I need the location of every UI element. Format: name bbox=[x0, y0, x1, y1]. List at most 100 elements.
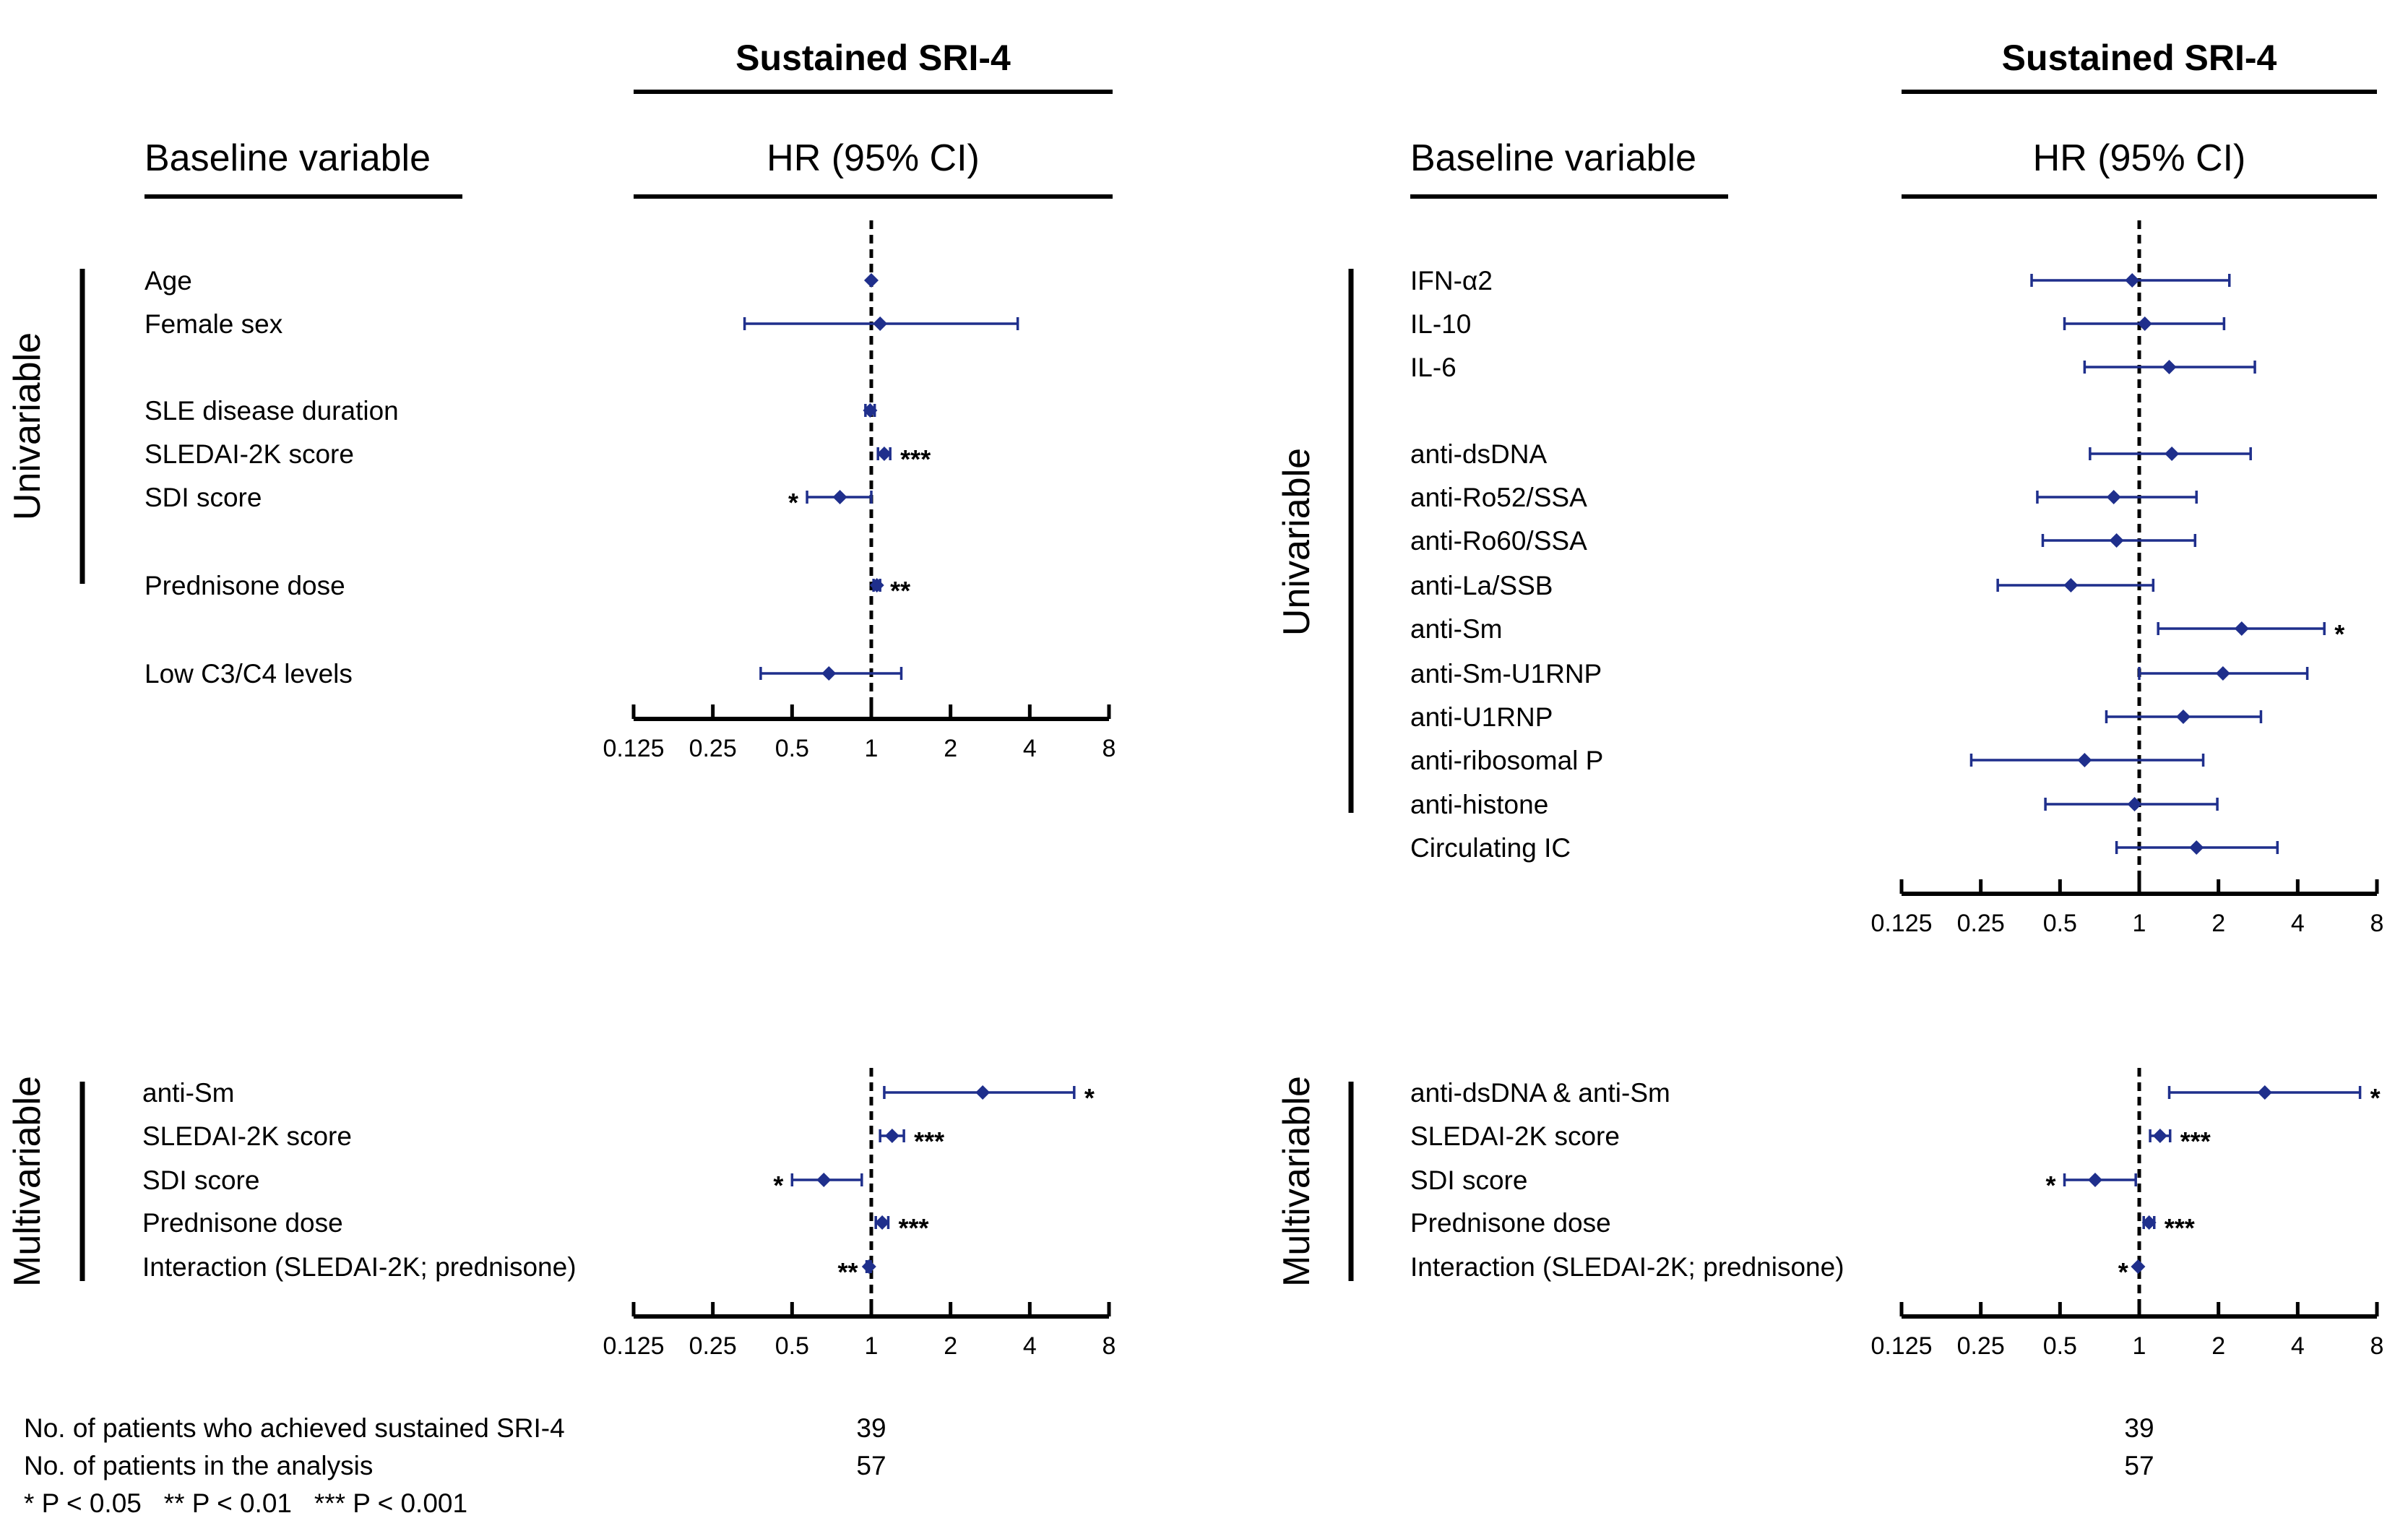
x-tick-label: 4 bbox=[1023, 1332, 1037, 1360]
x-tick-label: 1 bbox=[2133, 1332, 2146, 1360]
hr-point-marker bbox=[975, 1085, 991, 1100]
footer-total-label: No. of patients in the analysis bbox=[24, 1451, 373, 1480]
variable-label: anti-dsDNA & anti-Sm bbox=[1410, 1078, 1670, 1108]
x-tick-label: 2 bbox=[944, 1332, 957, 1360]
hr-point-marker bbox=[2175, 710, 2191, 724]
count-achieved: 39 bbox=[856, 1413, 886, 1443]
x-tick-label: 0.5 bbox=[775, 1332, 809, 1360]
significance-marker: *** bbox=[2180, 1126, 2211, 1156]
x-tick-label: 0.125 bbox=[603, 735, 664, 762]
count-total: 57 bbox=[2124, 1451, 2154, 1480]
variable-label: Age bbox=[144, 266, 192, 296]
significance-marker: *** bbox=[914, 1126, 944, 1156]
x-tick-label: 4 bbox=[1023, 735, 1037, 762]
variable-label: Low C3/C4 levels bbox=[144, 659, 353, 689]
panel-title: Sustained SRI-4 bbox=[735, 38, 1011, 78]
x-tick-label: 4 bbox=[2291, 1332, 2305, 1360]
x-tick-label: 0.125 bbox=[1870, 1332, 1932, 1360]
x-tick-label: 0.5 bbox=[2043, 1332, 2077, 1360]
count-achieved: 39 bbox=[2124, 1413, 2154, 1443]
group-label: Univariable bbox=[7, 332, 48, 520]
significance-marker: * bbox=[1084, 1083, 1095, 1113]
variable-label: SLE disease duration bbox=[144, 396, 399, 426]
footer-significance-note: * P < 0.05 ** P < 0.01 *** P < 0.001 bbox=[24, 1488, 467, 1518]
x-tick-label: 2 bbox=[2211, 1332, 2225, 1360]
significance-marker: * bbox=[2046, 1171, 2056, 1200]
variable-label: anti-Ro60/SSA bbox=[1410, 526, 1587, 556]
baseline-variable-header: Baseline variable bbox=[144, 137, 431, 179]
variable-label: anti-Sm bbox=[142, 1078, 234, 1108]
variable-label: anti-histone bbox=[1410, 790, 1548, 819]
x-tick-label: 0.125 bbox=[603, 1332, 664, 1360]
group-label: Univariable bbox=[1276, 448, 1318, 636]
x-tick-label: 0.25 bbox=[1957, 1332, 2005, 1360]
variable-label: anti-ribosomal P bbox=[1410, 746, 1603, 775]
variable-label: SDI score bbox=[144, 483, 262, 512]
hr-point-marker bbox=[863, 403, 878, 418]
x-tick-label: 0.125 bbox=[1870, 910, 1932, 937]
hr-point-marker bbox=[2125, 273, 2140, 288]
hr-point-marker bbox=[821, 666, 837, 681]
hr-point-marker bbox=[884, 1129, 899, 1143]
x-tick-label: 0.25 bbox=[689, 735, 737, 762]
hr-point-marker bbox=[2106, 490, 2121, 504]
x-tick-label: 0.25 bbox=[689, 1332, 737, 1360]
significance-marker: * bbox=[2334, 619, 2344, 649]
hr-point-marker bbox=[2165, 447, 2180, 461]
hr-point-marker bbox=[816, 1173, 832, 1187]
variable-label: IL-6 bbox=[1410, 353, 1457, 382]
x-tick-label: 0.5 bbox=[2043, 910, 2077, 937]
significance-marker: *** bbox=[2165, 1213, 2195, 1243]
hr-point-marker bbox=[2087, 1173, 2102, 1187]
variable-label: IFN-α2 bbox=[1410, 266, 1493, 296]
variable-label: anti-Sm bbox=[1410, 614, 1502, 644]
variable-label: anti-La/SSB bbox=[1410, 571, 1553, 600]
hr-point-marker bbox=[2109, 533, 2124, 548]
significance-marker: *** bbox=[898, 1213, 928, 1243]
x-tick-label: 2 bbox=[2211, 910, 2225, 937]
x-tick-label: 1 bbox=[2133, 910, 2146, 937]
count-total: 57 bbox=[856, 1451, 886, 1480]
variable-label: SDI score bbox=[1410, 1165, 1527, 1195]
variable-label: anti-U1RNP bbox=[1410, 702, 1553, 732]
significance-marker: ** bbox=[838, 1257, 858, 1287]
hr-point-marker bbox=[2152, 1129, 2167, 1143]
panel-title: Sustained SRI-4 bbox=[2002, 38, 2277, 78]
x-tick-label: 1 bbox=[865, 1332, 879, 1360]
significance-marker: * bbox=[788, 488, 798, 517]
variable-label: Prednisone dose bbox=[142, 1208, 343, 1238]
x-tick-label: 1 bbox=[865, 735, 879, 762]
hr-point-marker bbox=[832, 490, 847, 504]
hr-point-marker bbox=[875, 1215, 890, 1230]
hr-point-marker bbox=[873, 316, 888, 331]
hr-point-marker bbox=[876, 447, 892, 461]
variable-label: SLEDAI-2K score bbox=[144, 439, 354, 469]
variable-label: anti-Ro52/SSA bbox=[1410, 483, 1587, 512]
variable-label: Interaction (SLEDAI-2K; prednisone) bbox=[1410, 1252, 1844, 1282]
hr-point-marker bbox=[2127, 797, 2142, 811]
variable-label: SDI score bbox=[142, 1165, 259, 1195]
hr-ci-header: HR (95% CI) bbox=[767, 137, 980, 179]
hr-point-marker bbox=[2234, 621, 2249, 636]
hr-point-marker bbox=[2063, 578, 2079, 592]
hr-point-marker bbox=[2257, 1085, 2272, 1100]
variable-label: anti-Sm-U1RNP bbox=[1410, 659, 1602, 689]
x-tick-label: 8 bbox=[2370, 910, 2384, 937]
variable-label: Prednisone dose bbox=[1410, 1208, 1611, 1238]
hr-point-marker bbox=[2189, 840, 2204, 855]
x-tick-label: 2 bbox=[944, 735, 957, 762]
variable-label: Interaction (SLEDAI-2K; prednisone) bbox=[142, 1252, 577, 1282]
group-label: Multivariable bbox=[7, 1076, 48, 1287]
variable-label: SLEDAI-2K score bbox=[142, 1121, 352, 1151]
significance-marker: * bbox=[2370, 1083, 2381, 1113]
variable-label: Prednisone dose bbox=[144, 571, 345, 600]
variable-label: Circulating IC bbox=[1410, 833, 1571, 863]
x-tick-label: 0.5 bbox=[775, 735, 809, 762]
x-tick-label: 8 bbox=[1102, 1332, 1116, 1360]
significance-marker: *** bbox=[900, 444, 931, 474]
hr-point-marker bbox=[2131, 1259, 2146, 1274]
variable-label: IL-10 bbox=[1410, 309, 1471, 339]
footer-achieved-label: No. of patients who achieved sustained S… bbox=[24, 1413, 565, 1443]
